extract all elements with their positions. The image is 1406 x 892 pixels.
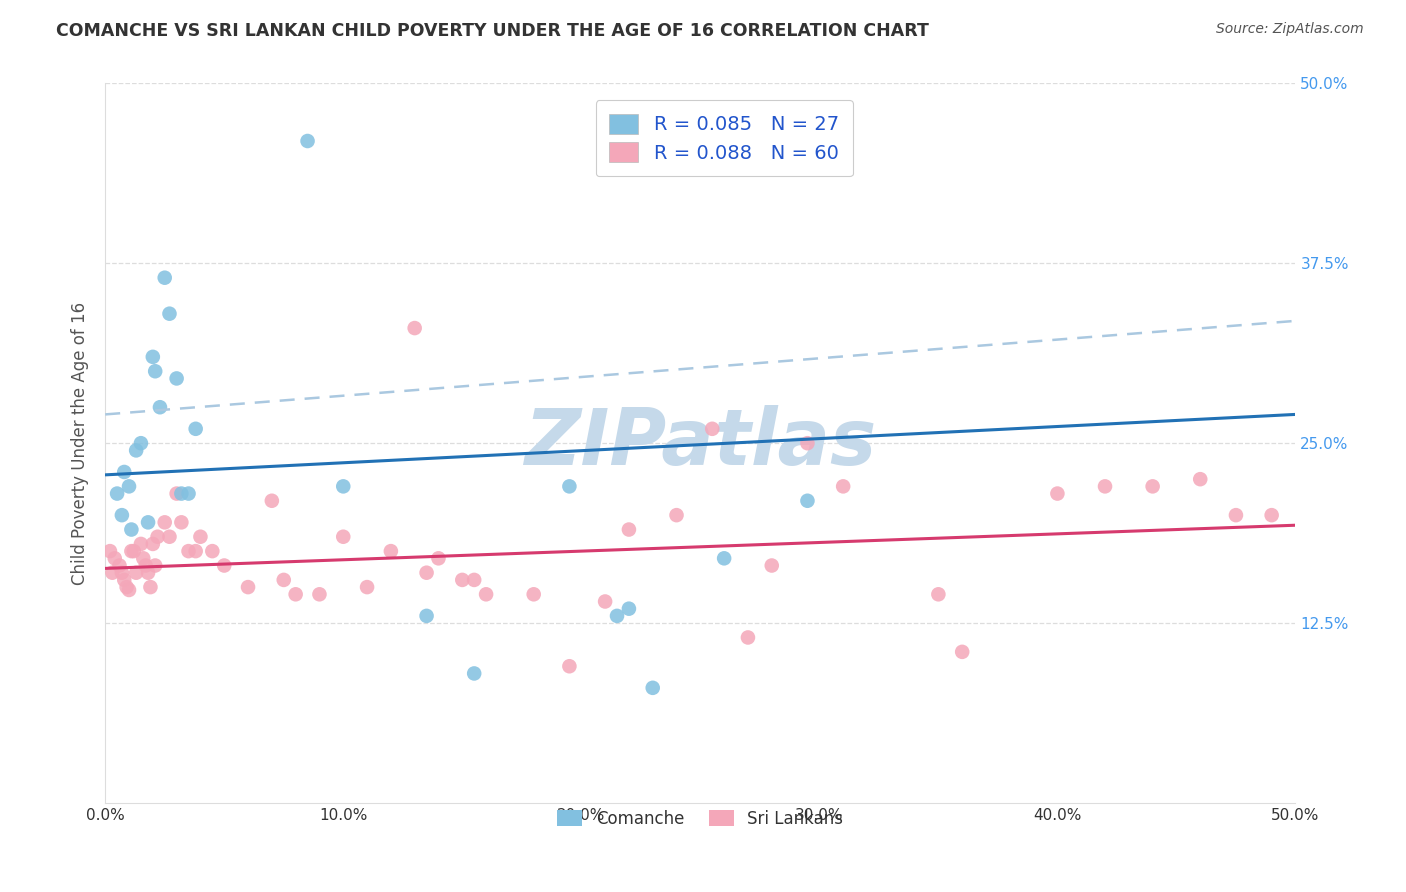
Point (153, 270, 176, 285)
Point (1189, 472, 1212, 486)
Point (617, 523, 640, 537)
Point (184, 422, 207, 436)
Point (950, 645, 973, 659)
Point (558, 479, 581, 493)
Point (142, 350, 165, 364)
Point (135, 558, 157, 573)
Point (142, 537, 165, 551)
Point (404, 321, 426, 335)
Point (108, 558, 131, 573)
Point (170, 486, 193, 500)
Point (1225, 508, 1247, 523)
Point (98, 544, 121, 558)
Point (177, 486, 200, 500)
Point (713, 551, 735, 566)
Point (427, 551, 450, 566)
Point (832, 479, 855, 493)
Point (122, 544, 145, 558)
Point (332, 530, 354, 544)
Point (297, 134, 319, 148)
Point (136, 566, 159, 580)
Legend: Comanche, Sri Lankans: Comanche, Sri Lankans (551, 803, 851, 834)
Point (593, 594, 616, 608)
Point (606, 608, 628, 623)
Point (118, 479, 141, 493)
Point (1142, 479, 1164, 493)
Point (104, 551, 127, 566)
Point (702, 422, 724, 436)
Point (415, 566, 437, 580)
Point (101, 566, 124, 580)
Point (146, 530, 169, 544)
Point (136, 516, 159, 530)
Point (184, 544, 207, 558)
Point (177, 544, 200, 558)
Y-axis label: Child Poverty Under the Age of 16: Child Poverty Under the Age of 16 (72, 301, 89, 585)
Point (451, 573, 474, 587)
Point (118, 582, 141, 597)
Point (463, 666, 485, 681)
Point (1094, 479, 1116, 493)
Point (143, 364, 166, 378)
Point (356, 580, 378, 594)
Point (112, 573, 135, 587)
Point (149, 401, 172, 415)
Point (132, 551, 155, 566)
Point (139, 580, 162, 594)
Point (159, 307, 181, 321)
Point (523, 587, 546, 601)
Point (166, 371, 188, 385)
Point (332, 479, 354, 493)
Point (170, 516, 193, 530)
Point (190, 530, 212, 544)
Point (260, 493, 283, 508)
Point (143, 558, 166, 573)
Point (125, 566, 148, 580)
Point (761, 558, 783, 573)
Point (796, 493, 818, 508)
Point (927, 587, 949, 601)
Point (112, 465, 135, 479)
Text: COMANCHE VS SRI LANKAN CHILD POVERTY UNDER THE AGE OF 16 CORRELATION CHART: COMANCHE VS SRI LANKAN CHILD POVERTY UND… (56, 22, 929, 40)
Point (129, 436, 152, 450)
Point (415, 608, 437, 623)
Point (617, 601, 640, 615)
Point (641, 681, 664, 695)
Point (463, 573, 485, 587)
Text: Source: ZipAtlas.com: Source: ZipAtlas.com (1216, 22, 1364, 37)
Point (1260, 508, 1282, 523)
Point (201, 544, 224, 558)
Point (120, 523, 142, 537)
Point (380, 544, 402, 558)
Point (159, 530, 181, 544)
Point (308, 587, 330, 601)
Point (120, 544, 142, 558)
Point (105, 486, 128, 500)
Point (125, 443, 148, 458)
Point (115, 580, 138, 594)
Point (475, 587, 498, 601)
Point (129, 537, 152, 551)
Point (737, 631, 759, 645)
Point (236, 580, 259, 594)
Point (111, 566, 134, 580)
Point (665, 508, 688, 523)
Text: ZIPatlas: ZIPatlas (524, 405, 876, 481)
Point (796, 436, 818, 450)
Point (1046, 486, 1069, 500)
Point (273, 573, 295, 587)
Point (284, 587, 307, 601)
Point (153, 516, 176, 530)
Point (212, 558, 235, 573)
Point (111, 508, 134, 523)
Point (166, 486, 188, 500)
Point (558, 659, 581, 673)
